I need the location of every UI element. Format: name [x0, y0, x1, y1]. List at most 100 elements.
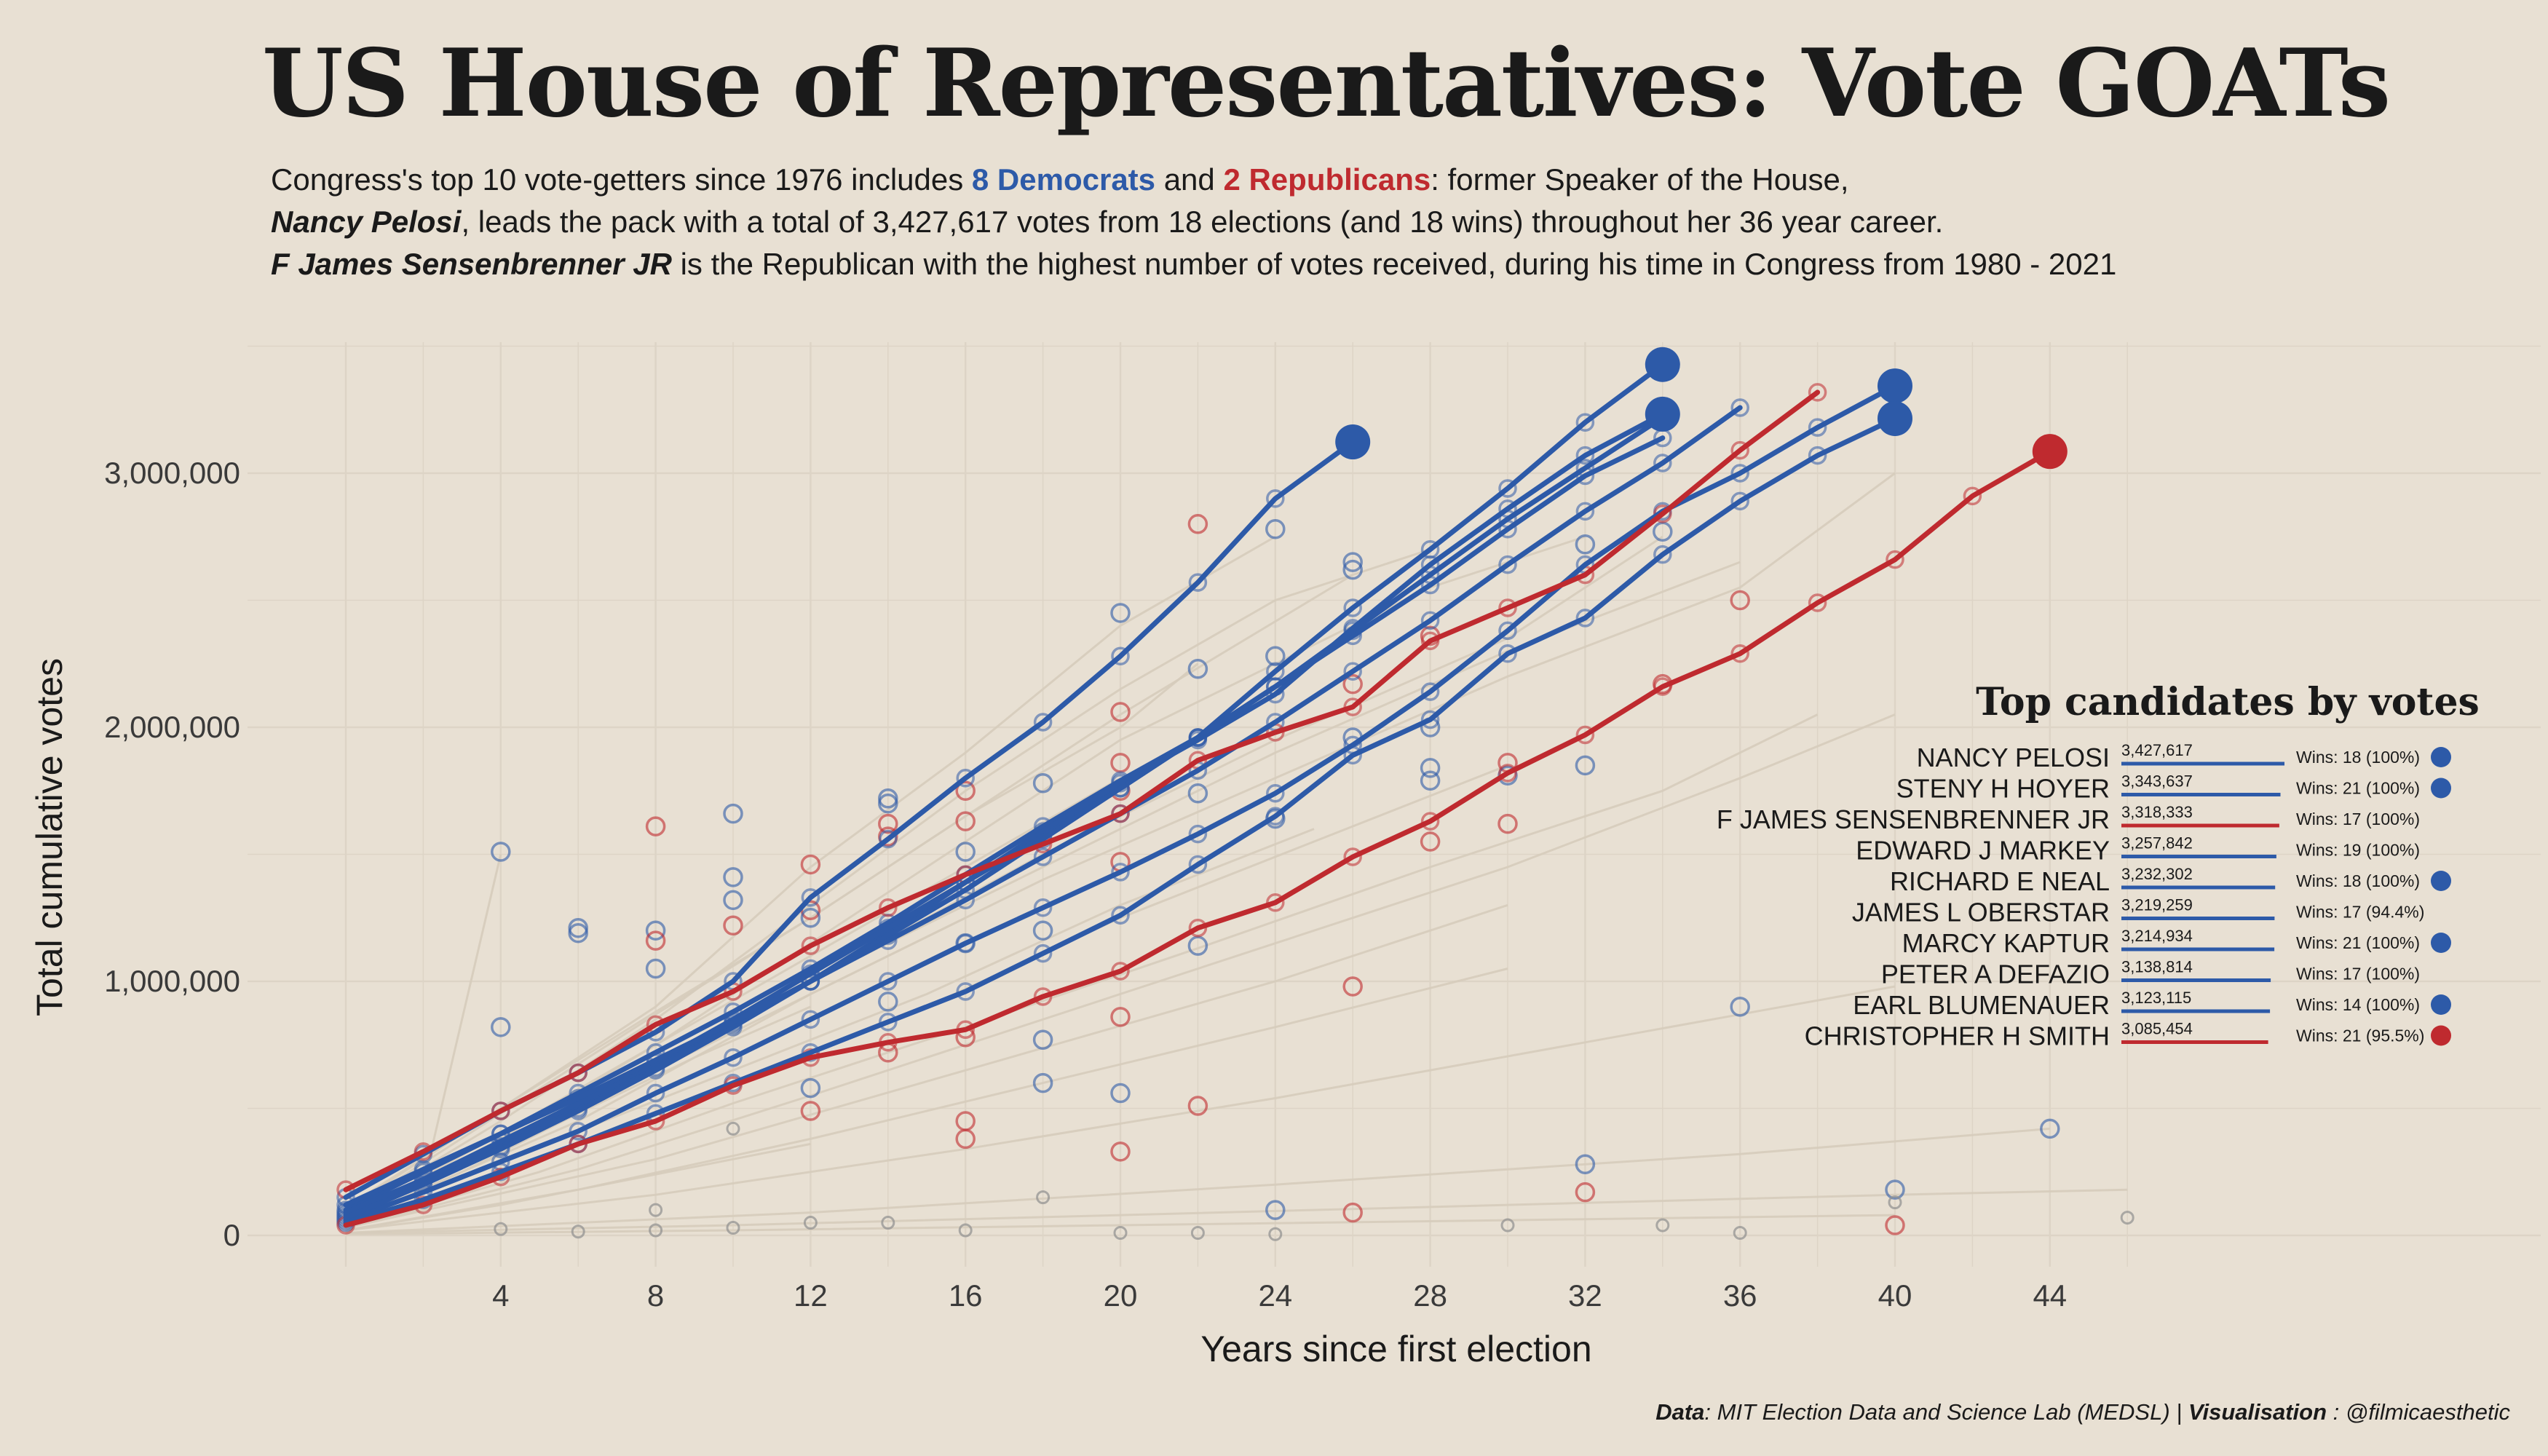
election-point [955, 1128, 976, 1150]
series-endpoints [1335, 347, 2068, 470]
other-candidate-line [345, 713, 1896, 1229]
election-point [491, 1017, 511, 1037]
series-point [956, 933, 975, 953]
series-point [1886, 550, 1904, 569]
series-point [956, 982, 975, 1001]
top-candidate-line [343, 435, 1666, 1216]
series-point [1188, 855, 1208, 874]
election-point [645, 958, 666, 979]
series-point [1575, 446, 1595, 465]
legend-wins-label: Wins: 14 (100%) [2296, 995, 2420, 1014]
x-tick-label: 40 [1878, 1278, 1912, 1313]
series-point [1111, 804, 1130, 823]
legend-vote-total: 3,427,617 [2121, 741, 2193, 759]
series-point [491, 1101, 510, 1120]
grid [248, 342, 2541, 1267]
election-points [336, 355, 2134, 1241]
other-candidate-line [345, 1142, 811, 1232]
top-candidate-lines [343, 362, 2053, 1228]
series-point [801, 1042, 820, 1062]
election-point [958, 1223, 973, 1238]
election-point [1187, 783, 1208, 804]
series-point [1575, 609, 1595, 628]
series-point [1575, 725, 1595, 745]
series-point [1730, 491, 1749, 511]
y-axis-label: Total cumulative votes [29, 658, 70, 1016]
x-tick-label: 32 [1568, 1278, 1602, 1313]
election-point [2120, 1211, 2134, 1225]
legend-wins-label: Wins: 17 (100%) [2296, 810, 2420, 828]
x-axis-ticks: 4 8 12 16 20 24 28 32 36 40 44 [492, 1278, 2067, 1313]
legend-dot [2431, 933, 2451, 953]
top-candidate-line [343, 362, 1666, 1213]
legend-wins-label: Wins: 19 (100%) [2296, 841, 2420, 860]
election-point [800, 1101, 821, 1121]
democrat-count: 8 Democrats [971, 162, 1156, 197]
legend-vote-total: 3,232,302 [2121, 865, 2193, 883]
legend-vote-total: 3,343,637 [2121, 772, 2193, 791]
other-candidate-line [345, 1214, 1896, 1235]
series-point [1498, 555, 1517, 574]
series-endpoint-dot [1878, 368, 1912, 404]
series-point [1575, 413, 1595, 432]
x-tick-label: 24 [1258, 1278, 1292, 1313]
legend-candidate-name: EDWARD J MARKEY [1856, 836, 2110, 866]
series-point [1730, 398, 1749, 417]
election-point [726, 1221, 740, 1235]
legend-wins-label: Wins: 21 (100%) [2296, 933, 2420, 952]
legend-vote-total: 3,123,115 [2121, 989, 2191, 1007]
series-point [801, 936, 820, 955]
election-point [645, 816, 666, 836]
series-point [1498, 621, 1517, 641]
series-point [1420, 611, 1440, 630]
x-tick-label: 4 [492, 1278, 509, 1313]
legend-candidate-name: CHRISTOPHER H SMITH [1805, 1021, 2110, 1051]
legend-title: Top candidates by votes [1976, 680, 2480, 724]
series-point [1266, 783, 1285, 803]
series-point [1730, 464, 1749, 483]
top-candidate-line [343, 383, 1898, 1223]
legend-wins-label: Wins: 17 (94.4%) [2296, 903, 2424, 922]
election-point [1265, 1200, 1286, 1220]
legend-vote-total: 3,138,814 [2121, 958, 2193, 976]
election-point [1032, 773, 1053, 794]
y-tick-label: 2,000,000 [104, 710, 240, 744]
election-point [1885, 1215, 1905, 1235]
x-tick-label: 16 [949, 1278, 983, 1313]
other-candidate-line [345, 1127, 2050, 1234]
election-point [649, 1223, 663, 1238]
series-point [1730, 644, 1749, 663]
election-point [1420, 831, 1441, 852]
legend-dot [2431, 1025, 2451, 1046]
election-point [878, 793, 898, 814]
series-point [1420, 812, 1440, 831]
legend-wins-label: Wins: 17 (100%) [2296, 965, 2420, 984]
election-point [571, 1224, 585, 1239]
election-point [955, 780, 976, 801]
election-point [1575, 755, 1596, 776]
chart-subtitle: Congress's top 10 vote-getters since 197… [271, 159, 2116, 285]
top-candidate-line [343, 448, 2053, 1228]
caption-data-text: : MIT Election Data and Science Lab (MED… [1704, 1399, 2188, 1425]
series-point [1266, 807, 1285, 826]
series-point [879, 829, 898, 849]
series-point [1343, 662, 1362, 681]
election-point [1575, 1154, 1596, 1175]
election-point [645, 920, 666, 941]
series-point [801, 888, 820, 907]
series-point [1498, 764, 1517, 783]
series-point [1808, 383, 1827, 402]
series-point [1808, 446, 1827, 465]
election-point [1575, 534, 1596, 555]
series-point [1033, 847, 1053, 866]
other-candidate-line [345, 985, 1896, 1232]
legend-candidate-name: MARCY KAPTUR [1902, 928, 2110, 958]
other-candidate-line [345, 472, 1896, 1224]
caption-data-label: Data [1655, 1399, 1705, 1425]
series-point [1188, 573, 1208, 592]
election-point [723, 915, 743, 935]
series-point [1730, 440, 1749, 460]
y-tick-label: 0 [223, 1218, 240, 1252]
top-candidate-line [343, 389, 1821, 1192]
